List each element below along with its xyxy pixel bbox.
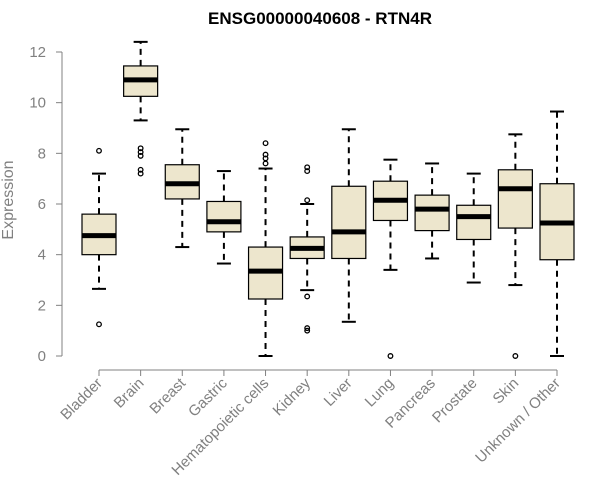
outlier-point — [137, 166, 144, 173]
y-axis-label: Expression — [0, 160, 17, 239]
box-skin — [497, 133, 533, 359]
y-axis: 0 2 4 6 8 10 12 — [29, 44, 63, 365]
outlier-point — [96, 321, 102, 328]
y-tick-label: 6 — [38, 196, 46, 213]
iqr-box — [331, 185, 367, 260]
boxes-group — [81, 40, 575, 359]
x-tick-label: Lung — [362, 375, 398, 411]
outlier-point — [304, 197, 311, 204]
iqr-box — [456, 204, 492, 241]
outlier-point — [512, 353, 519, 359]
outlier-point — [137, 170, 144, 177]
y-tick-label: 2 — [38, 297, 46, 314]
x-tick-label: Bladder — [57, 375, 106, 424]
outlier-point — [137, 149, 144, 156]
outlier-point — [304, 327, 311, 334]
box-liver — [331, 128, 367, 323]
x-tick-label: Brain — [111, 375, 148, 412]
box-prostate — [456, 172, 492, 284]
box-lung — [372, 158, 409, 359]
x-tick-label: Prostate — [429, 375, 481, 427]
x-tick-label: Breast — [146, 374, 189, 417]
box-kidney — [289, 164, 325, 334]
x-tick-label: Liver — [321, 375, 356, 410]
outlier-point — [262, 160, 269, 167]
y-tick-label: 0 — [38, 348, 46, 365]
outlier-point — [262, 151, 269, 158]
x-tick-label: Skin — [490, 375, 523, 408]
outlier-point — [304, 293, 311, 300]
outlier-point — [137, 145, 144, 152]
outlier-point — [262, 140, 269, 147]
box-brain — [123, 40, 159, 177]
y-tick-label: 12 — [29, 44, 46, 61]
x-tick-label: Kidney — [270, 374, 315, 419]
box-hematopoietic-cells — [247, 140, 284, 357]
y-tick-label: 8 — [38, 145, 46, 162]
iqr-box — [497, 169, 533, 229]
box-breast — [164, 128, 200, 249]
outlier-point — [387, 353, 394, 359]
box-bladder — [81, 147, 117, 328]
outlier-point — [304, 168, 311, 175]
outlier-point — [96, 147, 102, 154]
box-pancreas — [414, 162, 450, 260]
iqr-box — [414, 194, 450, 232]
y-tick-label: 10 — [29, 95, 46, 112]
iqr-box — [206, 200, 242, 233]
box-gastric — [206, 170, 242, 265]
outlier-point — [304, 164, 311, 171]
box-unknown-other — [539, 110, 575, 357]
outlier-point — [137, 152, 144, 159]
chart-title: ENSG00000040608 - RTN4R — [208, 9, 432, 28]
y-tick-label: 4 — [38, 247, 46, 264]
outlier-point — [304, 325, 311, 332]
